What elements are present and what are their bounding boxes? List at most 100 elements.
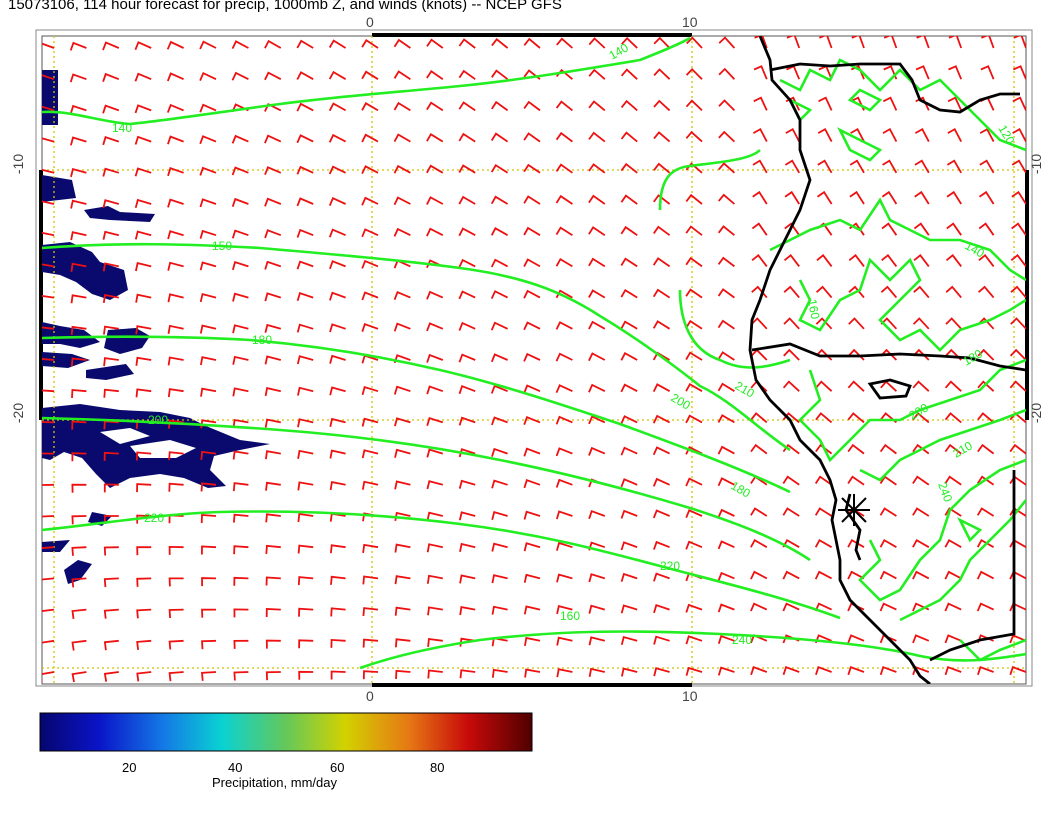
wind-barb xyxy=(653,162,671,174)
wind-barb xyxy=(783,317,800,330)
wind-barb xyxy=(814,570,833,580)
wind-barb xyxy=(1009,443,1026,455)
wind-barb xyxy=(1011,159,1026,174)
wind-barb xyxy=(136,671,152,682)
wind-barb xyxy=(620,604,638,614)
wind-barb xyxy=(167,198,184,208)
wind-barb xyxy=(166,72,184,82)
wind-barb xyxy=(458,416,476,426)
wind-barb xyxy=(879,443,897,455)
wind-barb xyxy=(913,222,930,236)
wind-barb xyxy=(947,127,962,143)
wind-barb xyxy=(103,357,119,367)
wind-barb xyxy=(977,666,994,676)
wind-barb xyxy=(685,351,703,361)
wind-barb xyxy=(233,545,249,555)
wind-barb xyxy=(685,509,703,519)
location-star-marker xyxy=(838,494,870,526)
wind-barb xyxy=(328,102,347,112)
wind-barb xyxy=(620,635,638,646)
wind-barb xyxy=(458,164,476,174)
wind-barb xyxy=(912,538,930,548)
wind-barb xyxy=(427,637,443,647)
wind-barb xyxy=(523,321,541,331)
wind-barb xyxy=(426,290,444,300)
wind-barb xyxy=(916,36,930,49)
wind-barb xyxy=(783,254,800,267)
wind-barb xyxy=(652,509,670,519)
wind-barb xyxy=(264,323,282,333)
wind-barb xyxy=(750,666,768,676)
wind-barb xyxy=(297,512,314,523)
wind-barb xyxy=(523,132,541,143)
wind-barb xyxy=(491,69,509,80)
wind-barb xyxy=(750,412,768,424)
contour-label: 140 xyxy=(112,121,132,135)
wind-barb xyxy=(555,68,573,80)
wind-barb xyxy=(653,604,670,614)
wind-barb xyxy=(782,602,800,612)
wind-barb xyxy=(426,38,444,49)
wind-barb xyxy=(815,380,833,392)
wind-barb xyxy=(102,293,119,304)
wind-barb xyxy=(103,325,119,335)
wind-barb xyxy=(134,72,152,82)
wind-barb xyxy=(329,323,346,333)
wind-barb xyxy=(652,257,671,268)
wind-barb xyxy=(200,450,217,460)
colorbar-tick-20: 20 xyxy=(122,760,137,775)
wind-barb xyxy=(814,475,833,486)
wind-barb xyxy=(134,167,152,177)
wind-barb xyxy=(912,380,930,392)
wind-barb xyxy=(264,166,282,176)
wind-barb xyxy=(167,293,184,303)
wind-barb xyxy=(491,574,508,584)
wind-barb xyxy=(913,254,930,267)
wind-barb xyxy=(265,639,281,649)
wind-barb xyxy=(458,195,476,205)
wind-barb xyxy=(393,385,411,395)
wind-barb xyxy=(879,538,897,548)
wind-barb xyxy=(393,227,411,237)
wind-barb xyxy=(847,634,865,644)
wind-barb xyxy=(296,134,314,144)
wind-barb xyxy=(264,355,282,365)
wind-barb xyxy=(1012,65,1026,80)
right-tick-minus20: -20 xyxy=(1028,402,1045,424)
wind-barb xyxy=(750,538,768,548)
wind-barb xyxy=(264,197,282,207)
wind-barb xyxy=(620,257,638,268)
wind-barb xyxy=(491,668,508,678)
wind-barb xyxy=(817,127,833,143)
wind-barb xyxy=(427,669,443,679)
wind-barb xyxy=(329,354,346,364)
wind-barb xyxy=(167,230,184,240)
wind-barb xyxy=(750,570,768,580)
contour-label: 240 xyxy=(732,633,752,647)
wind-barb xyxy=(136,577,152,587)
wind-barb xyxy=(913,285,930,299)
wind-barb xyxy=(652,477,670,487)
wind-barb xyxy=(752,159,768,174)
wind-barb xyxy=(42,452,55,455)
wind-barb xyxy=(717,477,735,487)
wind-barb xyxy=(944,538,962,548)
wind-barb xyxy=(426,101,444,112)
wind-barb xyxy=(199,229,217,239)
wind-barb xyxy=(135,451,152,461)
wind-barb xyxy=(265,608,281,618)
bottom-axis-bar xyxy=(372,683,692,687)
wind-barb xyxy=(231,197,249,207)
wind-barb xyxy=(296,102,314,112)
wind-barb xyxy=(653,68,671,80)
wind-barb xyxy=(361,480,379,490)
wind-barb xyxy=(944,412,962,424)
wind-barb xyxy=(297,481,314,491)
wind-barb xyxy=(201,671,217,681)
wind-barb xyxy=(850,127,865,143)
wind-barb xyxy=(848,317,865,330)
wind-barb xyxy=(555,163,573,174)
wind-barb xyxy=(134,135,152,145)
wind-barb xyxy=(782,380,800,392)
wind-barb xyxy=(750,443,768,455)
